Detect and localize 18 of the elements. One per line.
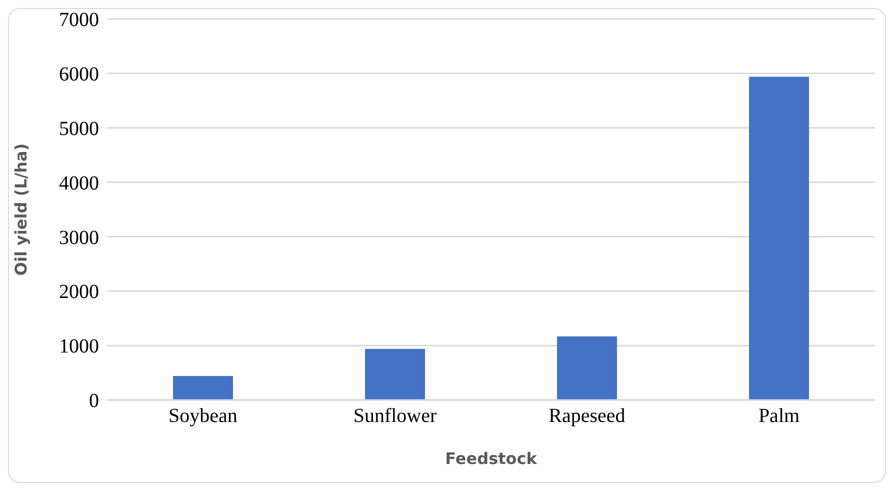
y-tick-label: 5000 [59, 118, 99, 140]
y-tick-label: 6000 [59, 64, 99, 86]
x-axis-title: Feedstock [445, 449, 538, 468]
y-axis-title: Oil yield (L/ha) [12, 143, 31, 276]
bar [365, 348, 425, 400]
y-tick-label: 7000 [59, 9, 99, 32]
y-tick-label: 4000 [59, 172, 99, 194]
y-tick-label: 1000 [59, 336, 99, 358]
y-tick-label: 3000 [59, 226, 99, 249]
x-tick-label: Palm [758, 405, 800, 428]
bar [173, 376, 233, 400]
x-tick-label: Soybean [168, 405, 238, 428]
x-tick-label: Sunflower [353, 405, 437, 428]
x-tick-label: Rapeseed [548, 405, 626, 428]
bar [557, 336, 617, 400]
bar [749, 76, 809, 400]
y-tick-label: 2000 [59, 281, 99, 304]
y-tick-label: 0 [89, 390, 99, 412]
